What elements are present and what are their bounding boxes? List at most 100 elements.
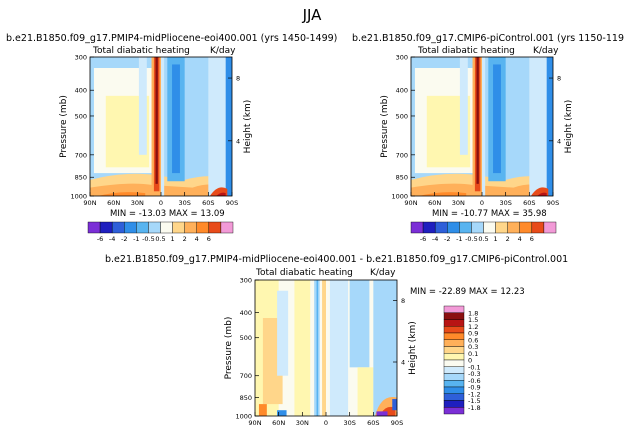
x-tick-label: 90N bbox=[248, 419, 261, 427]
colorbar-box bbox=[443, 339, 465, 347]
colorbar-label: 4 bbox=[195, 235, 199, 243]
field-subtropical-heating bbox=[294, 280, 311, 416]
colorbar-label: -6 bbox=[420, 235, 426, 243]
colorbar-label: 6 bbox=[207, 235, 211, 243]
colorbar-label: 0.5 bbox=[155, 235, 165, 243]
y-right-tick-label: 8 bbox=[401, 297, 405, 305]
colorbar-label: 1.5 bbox=[468, 316, 478, 324]
field-southern-heating bbox=[357, 367, 374, 416]
panel3-title: b.e21.B1850.f09_g17.PMIP4-midPliocene-eo… bbox=[105, 254, 569, 265]
panel1-units: K/day bbox=[210, 46, 236, 56]
x-tick-label: 0 bbox=[480, 199, 484, 207]
field-polar-cooling bbox=[546, 57, 553, 196]
colorbar-box bbox=[443, 373, 465, 381]
x-tick-label: 30S bbox=[499, 199, 511, 207]
colorbar-box bbox=[459, 221, 472, 234]
panel1-subtitle: Total diabatic heating bbox=[93, 46, 190, 56]
panel2-title: b.e21.B1850.f09_g17.CMIP6-piControl.001 … bbox=[352, 33, 624, 44]
x-tick-label: 30N bbox=[452, 199, 465, 207]
colorbar-box bbox=[495, 221, 508, 234]
colorbar-label: 2 bbox=[183, 235, 187, 243]
colorbar-box bbox=[443, 312, 465, 320]
field-southern-cooling-upper bbox=[349, 280, 370, 368]
y-right-tick-label: 4 bbox=[401, 359, 405, 367]
colorbar-label: 1.8 bbox=[468, 309, 478, 317]
colorbar-label: -0.1 bbox=[468, 363, 481, 371]
colorbar-label: -6 bbox=[97, 235, 103, 243]
x-tick-label: 60S bbox=[367, 419, 379, 427]
colorbar-box bbox=[172, 221, 185, 234]
field-itcz-core bbox=[476, 57, 479, 184]
season-title: JJA bbox=[302, 6, 322, 24]
field-equator-gap bbox=[161, 57, 165, 196]
x-tick-label: 90N bbox=[404, 199, 417, 207]
colorbar-box bbox=[410, 221, 424, 234]
colorbar-label: 0.5 bbox=[478, 235, 488, 243]
colorbar-label: -0.9 bbox=[468, 384, 481, 392]
colorbar-label: -1.8 bbox=[468, 404, 481, 412]
colorbar-label: -0.3 bbox=[468, 370, 481, 378]
y-right-tick-label: 8 bbox=[557, 75, 561, 83]
x-tick-label: 90S bbox=[547, 199, 559, 207]
colorbar-label: -4 bbox=[109, 235, 115, 243]
y-tick-label: 700 bbox=[75, 151, 87, 159]
x-tick-label: 60S bbox=[523, 199, 535, 207]
y-tick-label: 850 bbox=[396, 174, 408, 182]
field-layer bbox=[411, 57, 553, 196]
colorbar-label: -0.6 bbox=[468, 377, 481, 385]
colorbar-label: -4 bbox=[432, 235, 438, 243]
field-northern-cooling bbox=[138, 57, 147, 155]
y-axis-label: Pressure (mb) bbox=[59, 95, 69, 158]
field-equatorial-heating bbox=[322, 280, 326, 416]
y-right-axis-label: Height (km) bbox=[408, 321, 418, 375]
y-tick-label: 500 bbox=[240, 334, 252, 342]
y-right-axis-label: Height (km) bbox=[564, 100, 574, 154]
y-tick-label: 850 bbox=[240, 394, 252, 402]
y-tick-label: 300 bbox=[240, 277, 252, 285]
y-tick-label: 500 bbox=[396, 112, 408, 120]
colorbar-box bbox=[136, 221, 149, 234]
y-right-tick-label: 8 bbox=[236, 75, 240, 83]
x-tick-label: 30S bbox=[343, 419, 355, 427]
x-tick-label: 90S bbox=[226, 199, 238, 207]
colorbar-box bbox=[443, 353, 465, 361]
y-right-tick-label: 4 bbox=[557, 137, 561, 145]
colorbar-label: -1.2 bbox=[468, 390, 481, 398]
x-tick-label: 0 bbox=[159, 199, 163, 207]
colorbar-box bbox=[519, 221, 533, 234]
colorbar-label: 2 bbox=[506, 235, 510, 243]
colorbar-box bbox=[434, 221, 448, 234]
field-boundary-layer-core bbox=[97, 192, 146, 196]
panel3-units: K/day bbox=[370, 268, 396, 278]
field-southern-cooling bbox=[329, 280, 349, 416]
colorbar-box bbox=[443, 407, 465, 415]
colorbar-label: 0.9 bbox=[468, 330, 478, 338]
y-tick-label: 1000 bbox=[235, 413, 252, 421]
field-itcz-core bbox=[155, 57, 158, 184]
colorbar-box bbox=[443, 386, 465, 394]
colorbar-box bbox=[196, 221, 210, 234]
colorbar-label: -0.5 bbox=[465, 235, 478, 243]
field-layer bbox=[90, 57, 232, 196]
panel3-plot: 90N 60N 30N 0 30S 60S 90S 300 400 500 700 850 1000 8 4… bbox=[224, 277, 418, 428]
field-north-cooling bbox=[277, 290, 289, 376]
colorbar-box bbox=[543, 221, 557, 234]
colorbar-label: -2 bbox=[444, 235, 450, 243]
y-tick-label: 700 bbox=[240, 372, 252, 380]
x-tick-label: 60N bbox=[272, 419, 285, 427]
field-equator-gap bbox=[482, 57, 486, 196]
field-polar-region bbox=[373, 280, 397, 416]
colorbar-label: -0.5 bbox=[142, 235, 155, 243]
colorbar-label: 0.3 bbox=[468, 343, 478, 351]
panel2-units: K/day bbox=[533, 46, 559, 56]
colorbar-box bbox=[443, 326, 465, 334]
x-tick-label: 60S bbox=[202, 199, 214, 207]
colorbar-box bbox=[443, 366, 465, 374]
colorbar-box bbox=[422, 221, 436, 234]
field-subtropical-cooling-core bbox=[493, 64, 501, 174]
panel1-title: b.e21.B1850.f09_g17.PMIP4-midPliocene-eo… bbox=[6, 33, 338, 44]
colorbar-label: -1 bbox=[133, 235, 139, 243]
colorbar-box bbox=[220, 221, 234, 234]
field-north-surface-heating bbox=[258, 404, 267, 416]
colorbar-label: 1 bbox=[494, 235, 498, 243]
